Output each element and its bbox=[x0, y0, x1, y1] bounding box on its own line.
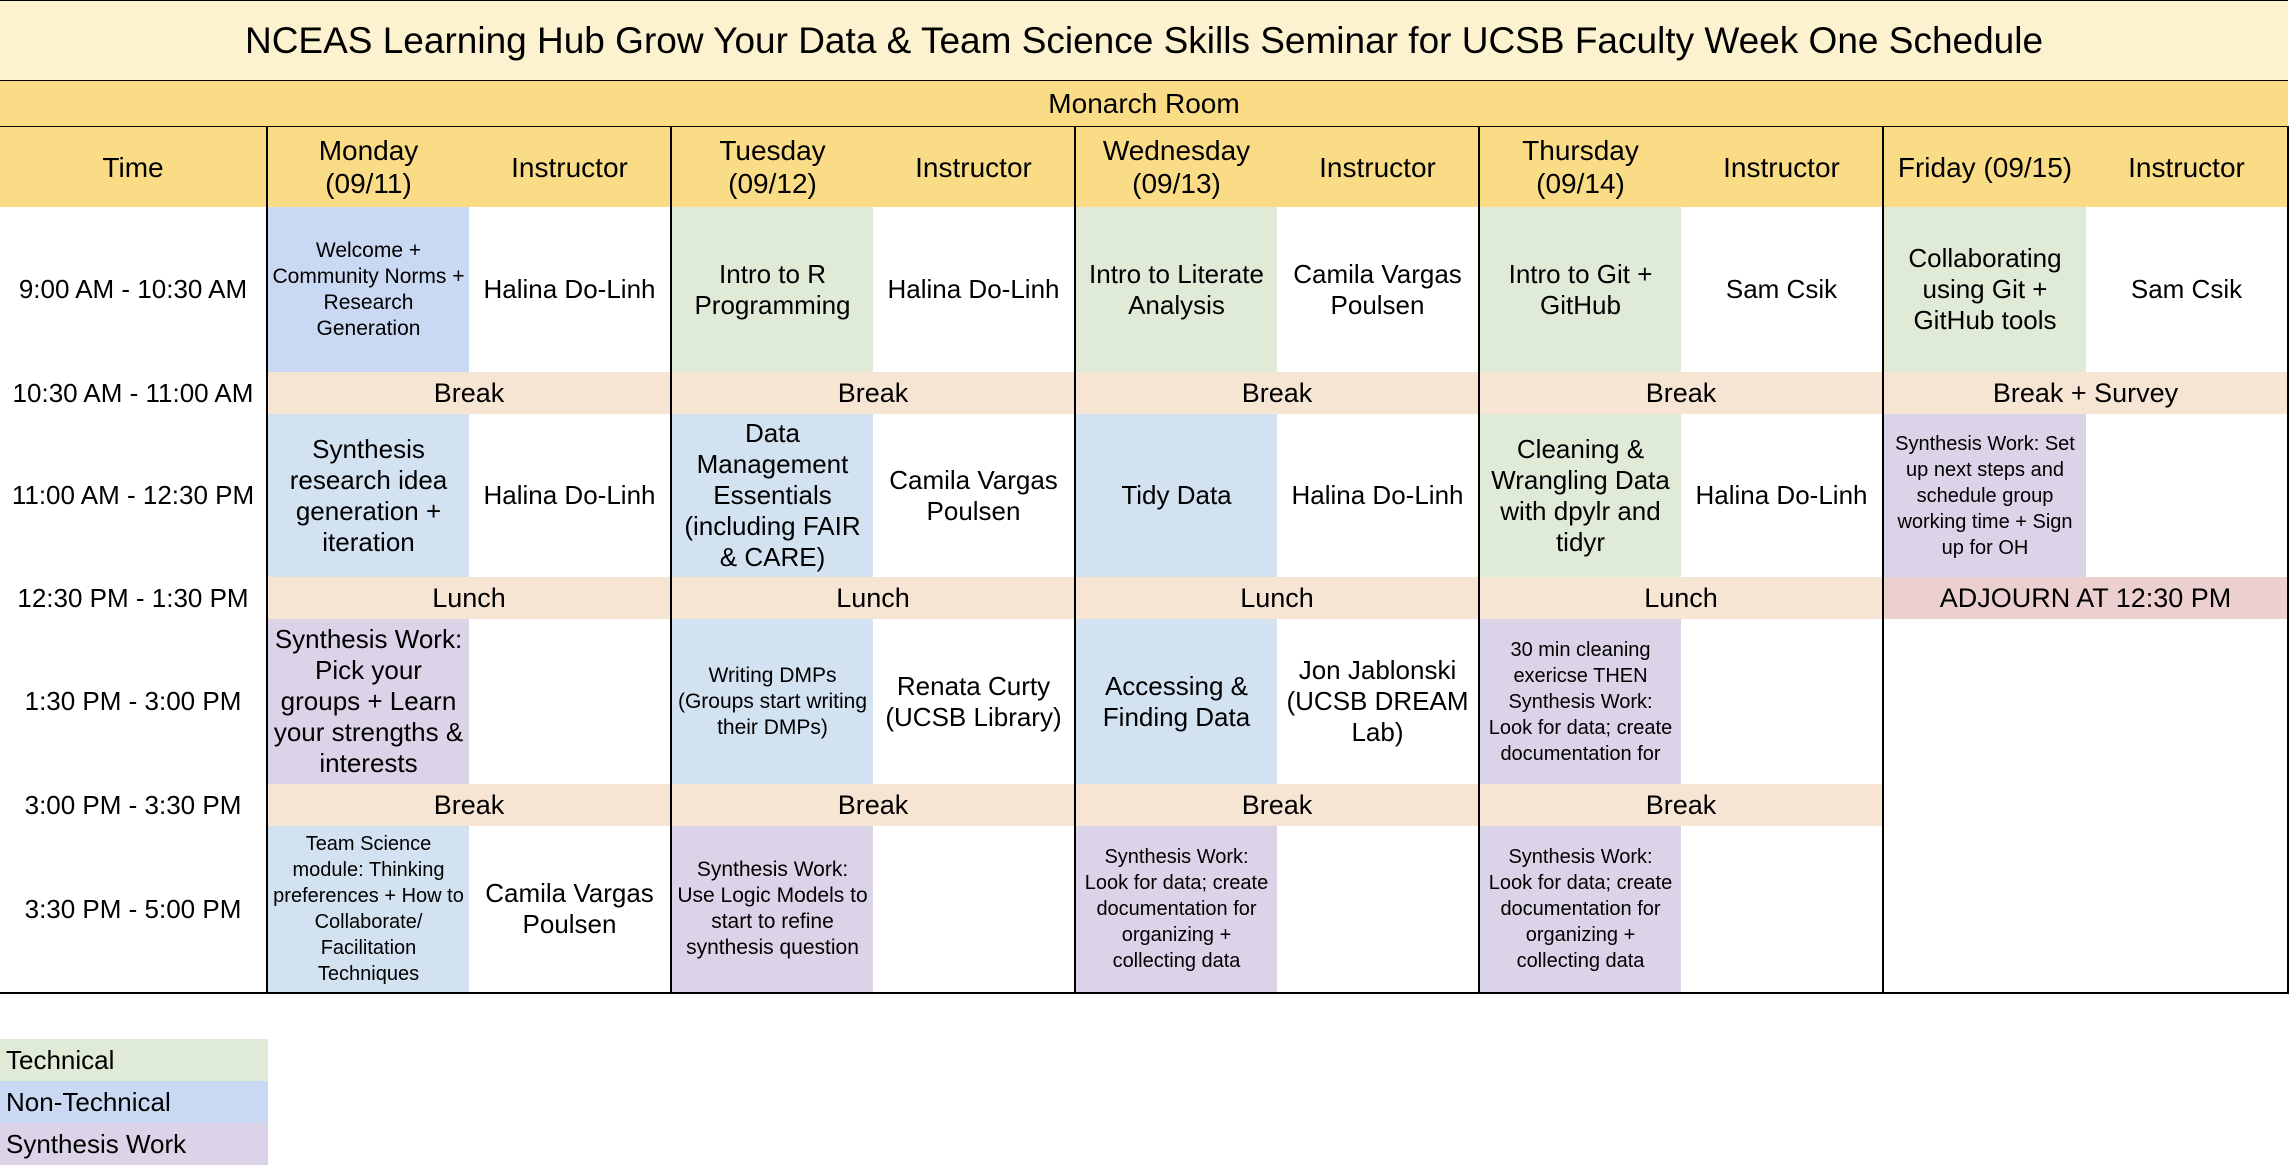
instructor-cell: Camila Vargas Poulsen bbox=[873, 414, 1075, 577]
lunch-cell: Lunch bbox=[1478, 577, 1883, 619]
time-cell: 3:00 PM - 3:30 PM bbox=[0, 784, 267, 826]
session-cell: Synthesis Work: Pick your groups + Learn… bbox=[266, 619, 469, 784]
instructor-cell: Jon Jablonski (UCSB DREAM Lab) bbox=[1277, 619, 1479, 784]
session-cell: Intro to Literate Analysis bbox=[1074, 207, 1277, 372]
day-header-tuesday: Tuesday (09/12) bbox=[670, 126, 873, 207]
instructor-cell: Halina Do-Linh bbox=[1681, 414, 1883, 577]
row-slot-2: 11:00 AM - 12:30 PM Synthesis research i… bbox=[0, 414, 2290, 577]
time-cell: 12:30 PM - 1:30 PM bbox=[0, 577, 267, 619]
instructor-header: Instructor bbox=[1681, 126, 1883, 207]
session-cell: Welcome + Community Norms + Research Gen… bbox=[266, 207, 469, 372]
row-break-1: 10:30 AM - 11:00 AM Break Break Break Br… bbox=[0, 372, 2290, 414]
schedule-table: NCEAS Learning Hub Grow Your Data & Team… bbox=[0, 0, 2290, 994]
break-cell: Break bbox=[1478, 372, 1883, 414]
legend-item-non-technical: Non-Technical bbox=[0, 1081, 268, 1123]
break-cell: Break + Survey bbox=[1881, 372, 2290, 414]
legend: Technical Non-Technical Synthesis Work bbox=[0, 1039, 268, 1165]
lunch-cell: Lunch bbox=[266, 577, 671, 619]
lunch-cell: Lunch bbox=[1074, 577, 1479, 619]
legend-item-technical: Technical bbox=[0, 1039, 268, 1081]
session-cell: Synthesis Work: Look for data; create do… bbox=[1074, 826, 1277, 994]
instructor-header: Instructor bbox=[873, 126, 1075, 207]
session-cell: Intro to Git + GitHub bbox=[1478, 207, 1681, 372]
instructor-cell bbox=[873, 826, 1075, 994]
instructor-cell: Halina Do-Linh bbox=[469, 207, 671, 372]
day-header-thursday: Thursday (09/14) bbox=[1478, 126, 1681, 207]
day-header-wednesday: Wednesday (09/13) bbox=[1074, 126, 1277, 207]
break-cell: Break bbox=[670, 784, 1075, 826]
lunch-cell: Lunch bbox=[670, 577, 1075, 619]
instructor-cell bbox=[469, 619, 671, 784]
break-cell: Break bbox=[1074, 372, 1479, 414]
day-header-friday: Friday (09/15) bbox=[1882, 126, 2086, 207]
instructor-cell: Renata Curty (UCSB Library) bbox=[873, 619, 1075, 784]
instructor-cell: Halina Do-Linh bbox=[469, 414, 671, 577]
instructor-cell bbox=[1681, 826, 1883, 994]
instructor-header: Instructor bbox=[2086, 126, 2290, 207]
time-header: Time bbox=[0, 126, 267, 207]
day-header-monday: Monday (09/11) bbox=[266, 126, 469, 207]
instructor-cell: Halina Do-Linh bbox=[1277, 414, 1479, 577]
adjourn-cell: ADJOURN AT 12:30 PM bbox=[1881, 577, 2290, 619]
schedule-title: NCEAS Learning Hub Grow Your Data & Team… bbox=[0, 0, 2289, 81]
session-cell: Synthesis research idea generation + ite… bbox=[266, 414, 469, 577]
time-cell: 11:00 AM - 12:30 PM bbox=[0, 414, 267, 577]
session-cell: Synthesis Work: Look for data; create do… bbox=[1478, 826, 1681, 994]
instructor-cell: Camila Vargas Poulsen bbox=[469, 826, 671, 994]
instructor-cell: Camila Vargas Poulsen bbox=[1277, 207, 1479, 372]
instructor-header: Instructor bbox=[469, 126, 671, 207]
instructor-cell: Sam Csik bbox=[2086, 207, 2290, 372]
time-cell: 10:30 AM - 11:00 AM bbox=[0, 372, 267, 414]
session-cell: Synthesis Work: Set up next steps and sc… bbox=[1882, 414, 2086, 577]
row-slot-1: 9:00 AM - 10:30 AM Welcome + Community N… bbox=[0, 207, 2290, 372]
session-cell: Tidy Data bbox=[1074, 414, 1277, 577]
session-cell: Intro to R Programming bbox=[670, 207, 873, 372]
break-cell: Break bbox=[670, 372, 1075, 414]
row-break-2: 3:00 PM - 3:30 PM Break Break Break Brea… bbox=[0, 784, 2288, 826]
time-cell: 9:00 AM - 10:30 AM bbox=[0, 207, 267, 372]
instructor-header: Instructor bbox=[1277, 126, 1479, 207]
instructor-cell bbox=[1277, 826, 1479, 994]
instructor-cell: Sam Csik bbox=[1681, 207, 1883, 372]
friday-empty-cell bbox=[1881, 619, 2290, 994]
break-cell: Break bbox=[266, 372, 671, 414]
break-cell: Break bbox=[1478, 784, 1883, 826]
break-cell: Break bbox=[1074, 784, 1479, 826]
session-cell: Collaborating using Git + GitHub tools bbox=[1882, 207, 2086, 372]
row-lunch: 12:30 PM - 1:30 PM Lunch Lunch Lunch Lun… bbox=[0, 577, 2290, 619]
legend-item-synthesis-work: Synthesis Work bbox=[0, 1123, 268, 1165]
row-slot-3: 1:30 PM - 3:00 PM Synthesis Work: Pick y… bbox=[0, 619, 2290, 994]
row-slot-4: 3:30 PM - 5:00 PM Team Science module: T… bbox=[0, 826, 2288, 994]
session-cell: Accessing & Finding Data bbox=[1074, 619, 1277, 784]
break-cell: Break bbox=[266, 784, 671, 826]
session-cell: 30 min cleaning exericse THEN Synthesis … bbox=[1478, 619, 1681, 784]
session-cell: Team Science module: Thinking preference… bbox=[266, 826, 469, 994]
session-cell: Synthesis Work: Use Logic Models to star… bbox=[670, 826, 873, 994]
instructor-cell bbox=[2086, 414, 2290, 577]
session-cell: Writing DMPs (Groups start writing their… bbox=[670, 619, 873, 784]
session-cell: Cleaning & Wrangling Data with dpylr and… bbox=[1478, 414, 1681, 577]
room-name: Monarch Room bbox=[0, 80, 2289, 127]
instructor-cell bbox=[1681, 619, 1883, 784]
session-cell: Data Management Essentials (including FA… bbox=[670, 414, 873, 577]
instructor-cell: Halina Do-Linh bbox=[873, 207, 1075, 372]
time-cell: 1:30 PM - 3:00 PM bbox=[0, 619, 267, 784]
header-row: Time Monday (09/11) Instructor Tuesday (… bbox=[0, 126, 2290, 207]
time-cell: 3:30 PM - 5:00 PM bbox=[0, 826, 267, 994]
